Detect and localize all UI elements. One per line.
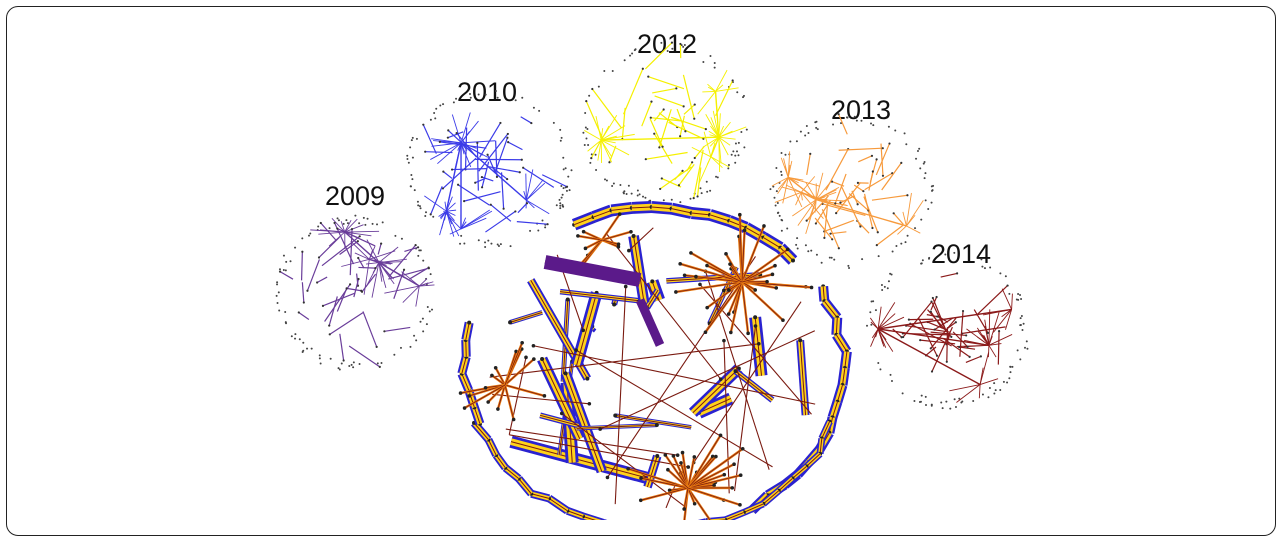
network-graph-2014: [866, 252, 1028, 410]
network-graph-2012: [582, 42, 747, 205]
network-figure: 2009 2010 2012 2013 2014: [0, 0, 1285, 520]
year-label-2010: 2010: [457, 77, 517, 107]
network-graph-2013: [769, 113, 934, 269]
network-combined: [459, 205, 849, 520]
year-label-2012: 2012: [637, 29, 697, 59]
year-label-2009: 2009: [325, 181, 385, 211]
year-label-2014: 2014: [931, 239, 991, 269]
network-graph-2009: [276, 215, 435, 371]
network-panel-2009: 2009: [276, 181, 435, 371]
network-panel-2012: 2012: [582, 29, 747, 204]
network-graph-2010: [406, 90, 572, 248]
network-graph-combined: [459, 205, 849, 520]
network-panel-2014: 2014: [866, 239, 1028, 410]
network-panel-2013: 2013: [769, 95, 934, 269]
network-panel-2010: 2010: [406, 77, 572, 248]
